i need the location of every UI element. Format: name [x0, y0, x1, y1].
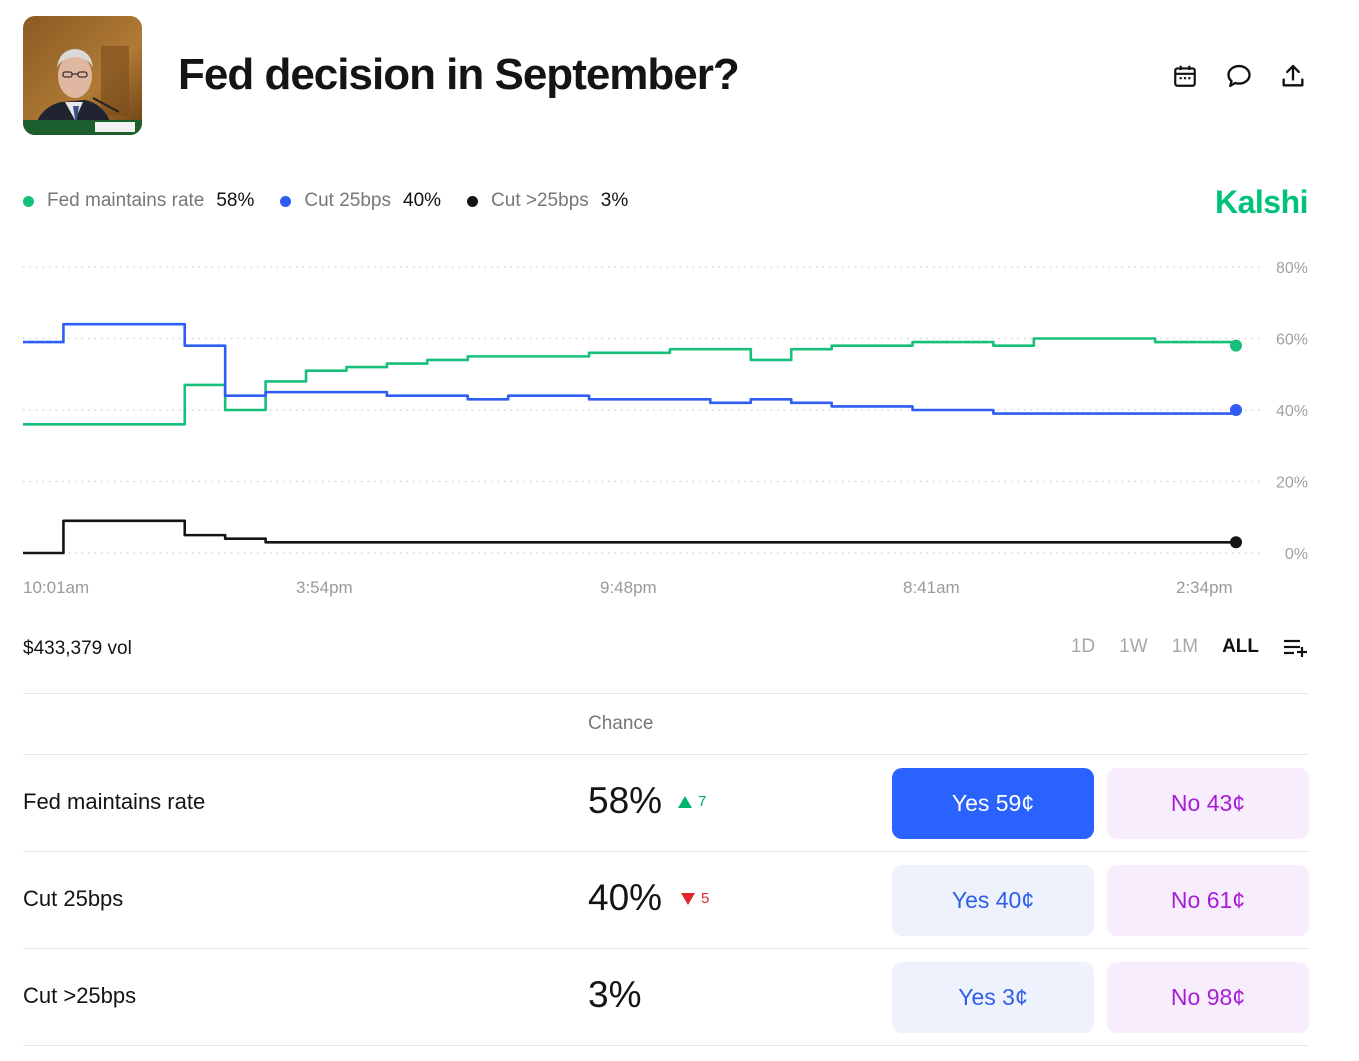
- series-endpoint: [1230, 404, 1242, 416]
- y-tick-label: 20%: [1276, 475, 1308, 492]
- yes-button[interactable]: Yes 59¢: [892, 768, 1094, 839]
- divider: [23, 693, 1309, 694]
- range-1d[interactable]: 1D: [1071, 636, 1095, 658]
- page-title: Fed decision in September?: [178, 50, 739, 100]
- header-actions: [1169, 60, 1309, 92]
- divider: [23, 851, 1309, 852]
- brand-logo[interactable]: Kalshi: [1215, 184, 1308, 221]
- outcome-chance: 58%: [588, 780, 662, 822]
- speaker-photo-image: [23, 16, 142, 135]
- series-endpoint: [1230, 340, 1242, 352]
- y-tick-label: 40%: [1276, 403, 1308, 420]
- no-button[interactable]: No 98¢: [1107, 962, 1309, 1033]
- outcome-name: Cut 25bps: [23, 886, 123, 912]
- chance-delta: 5: [681, 890, 709, 907]
- outcome-row: Fed maintains rate 58% 7 Yes 59¢ No 43¢: [23, 756, 1309, 852]
- x-tick-label: 2:34pm: [1176, 578, 1233, 598]
- calendar-button[interactable]: [1169, 60, 1201, 92]
- legend-item: Cut 25bps 40%: [280, 190, 441, 212]
- range-1m[interactable]: 1M: [1172, 636, 1198, 658]
- share-button[interactable]: [1277, 60, 1309, 92]
- divider: [23, 754, 1309, 755]
- legend-value: 58%: [216, 190, 254, 212]
- legend-name: Cut >25bps: [491, 190, 589, 212]
- outcome-row: Cut >25bps 3% Yes 3¢ No 98¢: [23, 950, 1309, 1046]
- range-1w[interactable]: 1W: [1119, 636, 1148, 658]
- x-tick-label: 10:01am: [23, 578, 89, 598]
- y-tick-label: 80%: [1276, 260, 1308, 277]
- series-endpoint: [1230, 536, 1242, 548]
- x-axis-labels: 10:01am 3:54pm 9:48pm 8:41am 2:34pm: [0, 578, 1359, 602]
- legend-item: Fed maintains rate 58%: [23, 190, 254, 212]
- x-tick-label: 8:41am: [903, 578, 960, 598]
- series-line: [23, 339, 1236, 425]
- triangle-down-icon: [681, 893, 695, 905]
- legend-value: 40%: [403, 190, 441, 212]
- triangle-up-icon: [678, 796, 692, 808]
- range-all[interactable]: ALL: [1222, 636, 1259, 658]
- divider: [23, 1045, 1309, 1046]
- legend-name: Fed maintains rate: [47, 190, 204, 212]
- legend-dot: [280, 196, 291, 207]
- list-add-icon[interactable]: [1283, 636, 1309, 658]
- outcome-chance: 40%: [588, 877, 662, 919]
- share-icon: [1279, 62, 1307, 90]
- x-tick-label: 3:54pm: [296, 578, 353, 598]
- legend-name: Cut 25bps: [304, 190, 391, 212]
- outcome-name: Fed maintains rate: [23, 789, 205, 815]
- chart-legend: Fed maintains rate 58% Cut 25bps 40% Cut…: [23, 190, 654, 212]
- yes-button[interactable]: Yes 40¢: [892, 865, 1094, 936]
- comment-icon: [1225, 62, 1253, 90]
- no-button[interactable]: No 43¢: [1107, 768, 1309, 839]
- y-tick-label: 0%: [1285, 546, 1308, 563]
- outcome-name: Cut >25bps: [23, 983, 136, 1009]
- delta-value: 7: [698, 793, 706, 810]
- outcome-row: Cut 25bps 40% 5 Yes 40¢ No 61¢: [23, 853, 1309, 949]
- legend-value: 3%: [601, 190, 628, 212]
- series-line: [23, 521, 1236, 553]
- x-tick-label: 9:48pm: [600, 578, 657, 598]
- chance-column-header: Chance: [588, 713, 654, 735]
- volume-stat: $433,379 vol: [23, 638, 132, 660]
- calendar-icon: [1172, 63, 1198, 89]
- divider: [23, 948, 1309, 949]
- legend-dot: [467, 196, 478, 207]
- time-range-selector: 1D 1W 1M ALL: [1047, 636, 1309, 658]
- y-tick-label: 60%: [1276, 332, 1308, 349]
- legend-item: Cut >25bps 3%: [467, 190, 628, 212]
- outcome-chance: 3%: [588, 974, 641, 1016]
- comment-button[interactable]: [1223, 60, 1255, 92]
- delta-value: 5: [701, 890, 709, 907]
- no-button[interactable]: No 61¢: [1107, 865, 1309, 936]
- price-chart[interactable]: 80% 60% 40% 20% 0%: [0, 250, 1359, 570]
- market-header: Fed decision in September?: [23, 16, 1309, 136]
- yes-button[interactable]: Yes 3¢: [892, 962, 1094, 1033]
- market-thumbnail: [23, 16, 142, 135]
- chance-delta: 7: [678, 793, 706, 810]
- legend-dot: [23, 196, 34, 207]
